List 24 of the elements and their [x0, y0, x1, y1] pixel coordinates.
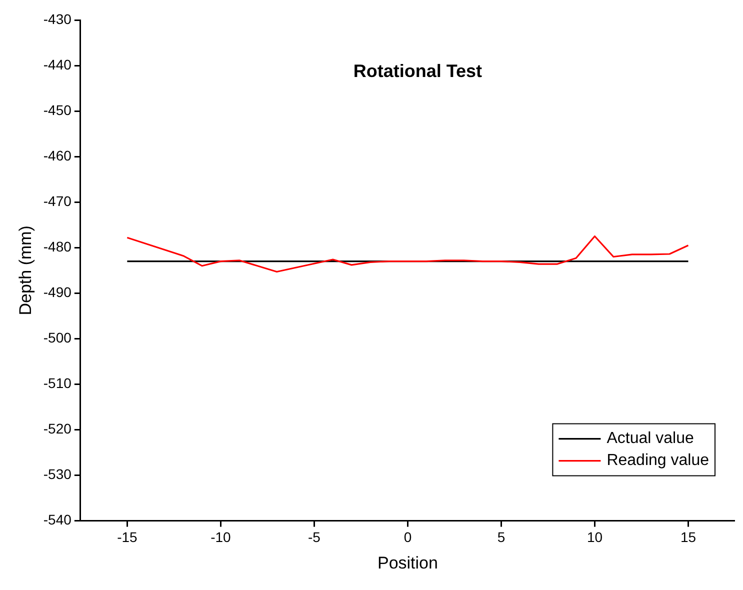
- y-tick-label: -480: [43, 238, 72, 254]
- x-tick-label: 10: [586, 529, 603, 546]
- x-tick-label: -15: [117, 529, 138, 546]
- y-tick-label: -460: [43, 147, 72, 164]
- x-tick-label: -10: [210, 529, 232, 546]
- legend-label: Actual value: [606, 430, 694, 448]
- x-tick-label: 0: [404, 529, 412, 546]
- x-tick-label: 15: [680, 529, 696, 546]
- y-tick-label: -530: [43, 466, 72, 482]
- x-tick-label: 5: [497, 529, 506, 546]
- y-tick-label: -440: [43, 56, 72, 72]
- text: Rotational Test: [353, 60, 482, 81]
- legend-label: Reading value: [606, 452, 710, 470]
- y-tick-label: -430: [43, 10, 72, 27]
- y-tick-label: -450: [43, 102, 72, 118]
- y-tick-label: -540: [43, 512, 72, 528]
- y-axis-title: Depth (mm): [16, 226, 35, 316]
- y-tick-label: -490: [43, 284, 72, 300]
- x-tick-label: -5: [308, 529, 321, 546]
- x-axis-title: Position: [377, 553, 438, 572]
- y-tick-label: -470: [43, 192, 72, 209]
- y-tick-label: -520: [43, 420, 72, 437]
- y-tick-label: -510: [43, 375, 72, 392]
- y-tick-label: -500: [43, 330, 72, 346]
